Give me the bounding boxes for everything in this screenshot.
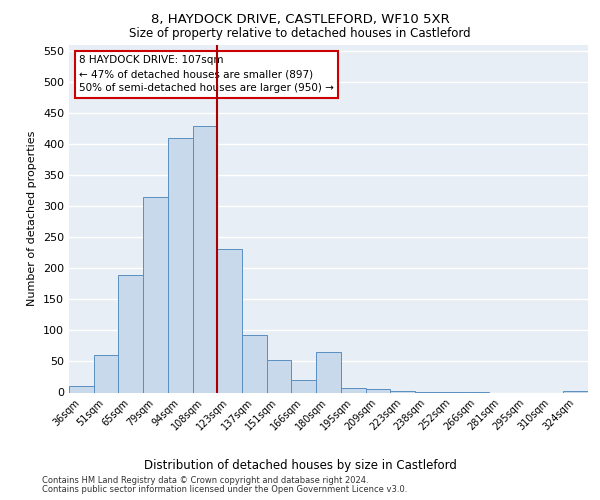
- Bar: [292, 380, 316, 392]
- Bar: [69, 386, 94, 392]
- Bar: [341, 388, 365, 392]
- Bar: [193, 126, 217, 392]
- Bar: [267, 360, 292, 392]
- Bar: [118, 274, 143, 392]
- Bar: [365, 389, 390, 392]
- Text: Distribution of detached houses by size in Castleford: Distribution of detached houses by size …: [143, 460, 457, 472]
- Bar: [242, 335, 267, 392]
- Bar: [143, 197, 168, 392]
- Text: Size of property relative to detached houses in Castleford: Size of property relative to detached ho…: [129, 28, 471, 40]
- Bar: [390, 390, 415, 392]
- Text: 8 HAYDOCK DRIVE: 107sqm
← 47% of detached houses are smaller (897)
50% of semi-d: 8 HAYDOCK DRIVE: 107sqm ← 47% of detache…: [79, 56, 334, 94]
- Bar: [316, 352, 341, 393]
- Bar: [217, 248, 242, 392]
- Y-axis label: Number of detached properties: Number of detached properties: [28, 131, 37, 306]
- Bar: [168, 138, 193, 392]
- Text: 8, HAYDOCK DRIVE, CASTLEFORD, WF10 5XR: 8, HAYDOCK DRIVE, CASTLEFORD, WF10 5XR: [151, 12, 449, 26]
- Text: Contains HM Land Registry data © Crown copyright and database right 2024.: Contains HM Land Registry data © Crown c…: [42, 476, 368, 485]
- Bar: [94, 356, 118, 393]
- Text: Contains public sector information licensed under the Open Government Licence v3: Contains public sector information licen…: [42, 485, 407, 494]
